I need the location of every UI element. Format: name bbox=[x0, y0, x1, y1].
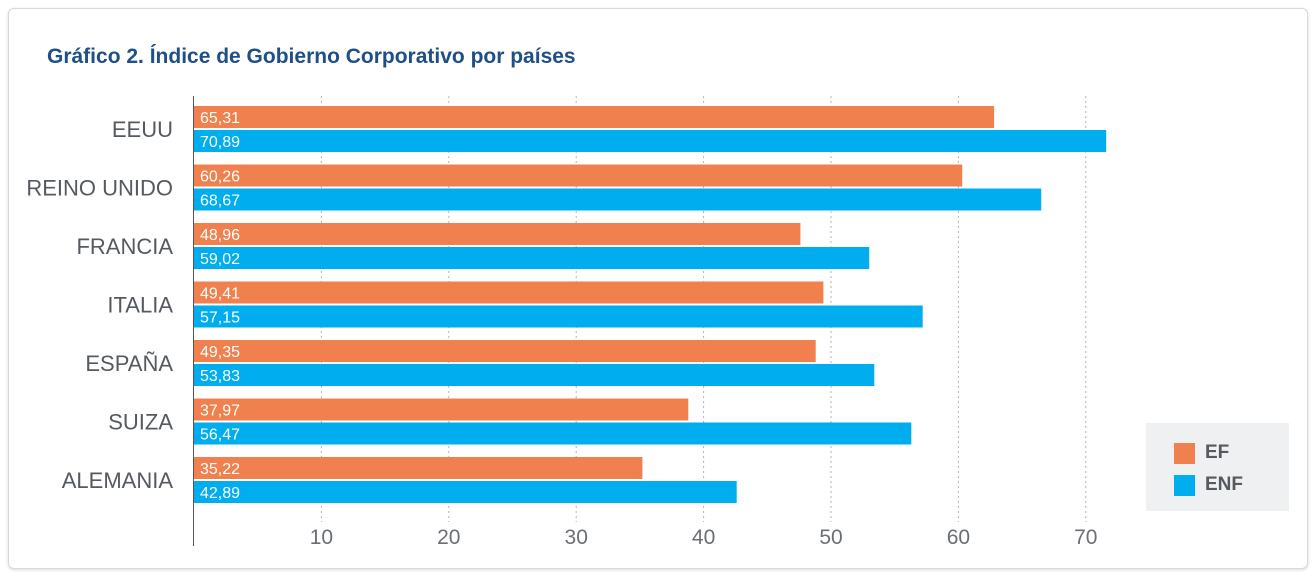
bar-value-label: 60,26 bbox=[200, 169, 240, 186]
bar-enf bbox=[194, 481, 737, 503]
legend-item-enf: ENF bbox=[1174, 474, 1243, 496]
bar-value-label: 56,47 bbox=[200, 427, 240, 444]
bar-enf bbox=[194, 188, 1042, 211]
bar-enf bbox=[194, 130, 1107, 152]
bar-value-label: 68,67 bbox=[200, 193, 240, 210]
legend-item-ef: EF bbox=[1174, 442, 1230, 464]
legend-label-enf: ENF bbox=[1205, 474, 1243, 495]
bar-ef bbox=[194, 223, 801, 245]
legend-label-ef: EF bbox=[1205, 442, 1230, 463]
legend-swatch-ef bbox=[1174, 442, 1195, 464]
bar-ef bbox=[194, 164, 963, 187]
x-tick-label: 20 bbox=[437, 526, 460, 549]
bar-value-label: 48,96 bbox=[200, 227, 240, 244]
legend: EF ENF bbox=[1146, 423, 1289, 511]
category-label: EEUU bbox=[112, 117, 173, 142]
bar-value-label: 57,15 bbox=[200, 310, 240, 327]
category-label: SUIZA bbox=[108, 410, 173, 435]
bar-value-label: 49,41 bbox=[200, 286, 240, 303]
bar-enf bbox=[194, 247, 870, 269]
x-tick-label: 30 bbox=[565, 526, 588, 549]
bar-ef bbox=[194, 457, 643, 479]
bar-enf bbox=[194, 422, 912, 445]
x-tick-label: 10 bbox=[310, 526, 333, 549]
x-tick-label: 60 bbox=[947, 526, 970, 549]
bar-ef bbox=[194, 340, 816, 362]
bar-value-label: 37,97 bbox=[200, 403, 240, 420]
bar-value-label: 70,89 bbox=[200, 134, 240, 151]
x-tick-label: 40 bbox=[692, 526, 715, 549]
bar-value-label: 49,35 bbox=[200, 344, 240, 361]
bar-value-label: 65,31 bbox=[200, 110, 240, 127]
x-tick-label: 50 bbox=[819, 526, 842, 549]
bar-ef bbox=[194, 281, 824, 304]
category-label: ALEMANIA bbox=[62, 468, 174, 493]
legend-swatch-enf bbox=[1174, 474, 1195, 496]
bar-ef bbox=[194, 398, 689, 421]
category-label: ITALIA bbox=[107, 293, 173, 318]
bar-enf bbox=[194, 364, 875, 386]
bar-enf bbox=[194, 305, 923, 328]
bar-value-label: 53,83 bbox=[200, 368, 240, 385]
bar-value-label: 35,22 bbox=[200, 461, 240, 478]
bar-value-label: 42,89 bbox=[200, 485, 240, 502]
category-label: ESPAÑA bbox=[85, 351, 173, 376]
x-tick-label: 70 bbox=[1074, 526, 1097, 549]
chart-title: Gráfico 2. Índice de Gobierno Corporativ… bbox=[47, 45, 576, 68]
category-label: REINO UNIDO bbox=[26, 176, 173, 201]
bar-ef bbox=[194, 106, 995, 128]
category-label: FRANCIA bbox=[76, 234, 173, 259]
bar-value-label: 59,02 bbox=[200, 251, 240, 268]
